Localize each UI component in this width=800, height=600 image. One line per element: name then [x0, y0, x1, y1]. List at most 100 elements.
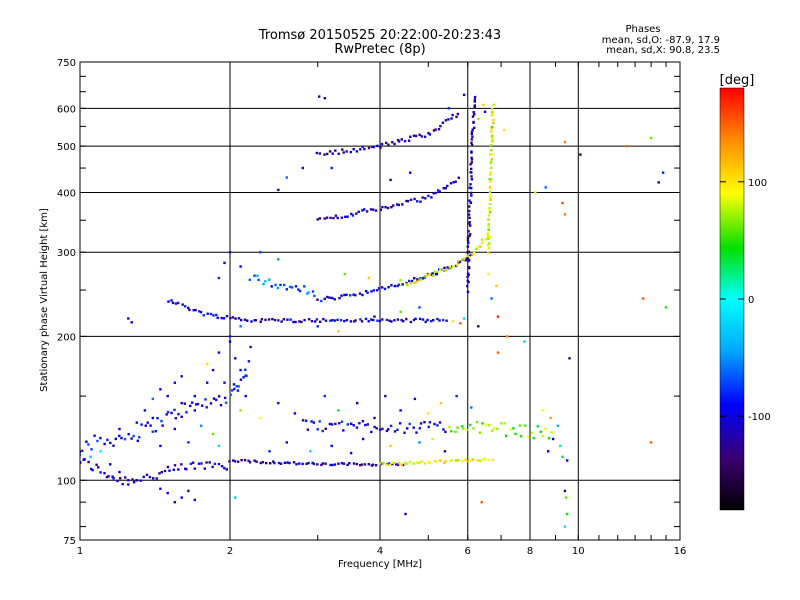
echo-point: [419, 422, 423, 425]
echo-point: [142, 475, 145, 479]
echo-point: [451, 113, 454, 117]
echo-point: [561, 201, 564, 205]
echo-point: [473, 104, 476, 107]
echo-point: [326, 295, 329, 299]
echo-point: [503, 422, 506, 425]
echo-point: [437, 189, 440, 192]
echo-point: [217, 395, 221, 398]
echo-point: [486, 243, 490, 247]
echo-point: [467, 213, 471, 216]
echo-point: [477, 325, 480, 328]
echo-point: [399, 279, 402, 282]
echo-point: [470, 138, 473, 141]
echo-point: [402, 320, 405, 323]
echo-point: [469, 201, 473, 204]
echo-point: [470, 156, 473, 159]
echo-point: [381, 286, 384, 289]
echo-point: [204, 398, 207, 401]
echo-point: [446, 266, 449, 269]
echo-point: [454, 180, 457, 183]
x-tick-label: 8: [527, 546, 533, 557]
y-tick-label: 100: [57, 476, 76, 487]
echo-point: [192, 461, 195, 464]
echo-point: [432, 129, 436, 132]
echo-point: [206, 362, 209, 366]
echo-point: [393, 284, 396, 288]
echo-point: [350, 212, 353, 216]
echo-point: [246, 319, 249, 322]
echo-point: [320, 463, 323, 467]
echo-point: [184, 305, 187, 308]
echo-point: [253, 459, 256, 462]
echo-point: [222, 317, 226, 320]
echo-point: [451, 320, 454, 323]
echo-point: [421, 196, 424, 199]
echo-point: [424, 275, 427, 278]
echo-point: [427, 425, 430, 429]
echo-point: [470, 132, 473, 136]
echo-point: [418, 133, 421, 136]
echo-point: [490, 127, 493, 130]
echo-point: [343, 319, 346, 323]
echo-point: [373, 315, 376, 318]
echo-point: [382, 462, 385, 465]
echo-point: [326, 152, 329, 156]
x-tick-label: 10: [572, 546, 585, 557]
echo-point: [390, 320, 393, 323]
echo-point: [324, 462, 327, 465]
echo-point: [405, 317, 408, 321]
echo-point: [311, 290, 315, 293]
echo-point: [334, 149, 337, 152]
echo-point: [561, 455, 564, 458]
echo-point: [333, 463, 337, 466]
y-tick-label: 300: [57, 248, 76, 259]
echo-point: [435, 460, 438, 463]
echo-point: [309, 450, 312, 453]
echo-point: [269, 462, 272, 465]
echo-point: [140, 423, 143, 426]
y-tick-label: 500: [57, 142, 76, 153]
echo-point: [148, 475, 152, 479]
echo-point: [189, 404, 192, 408]
echo-point: [457, 176, 460, 179]
echo-point: [321, 462, 325, 465]
echo-point: [404, 461, 407, 464]
echo-point: [376, 289, 379, 292]
echo-point: [563, 489, 567, 493]
echo-point: [432, 192, 435, 195]
echo-point: [450, 117, 453, 120]
echo-point: [456, 263, 459, 266]
echo-point: [355, 426, 359, 429]
echo-point: [154, 430, 157, 433]
echo-point: [277, 401, 280, 405]
echo-point: [468, 209, 471, 213]
echo-point: [419, 278, 423, 281]
echo-point: [490, 107, 494, 111]
echo-point: [180, 375, 183, 378]
echo-point: [334, 214, 338, 217]
echo-point: [130, 437, 133, 440]
echo-point: [456, 426, 459, 429]
echo-point: [345, 150, 348, 153]
echo-point: [556, 424, 560, 427]
echo-point: [490, 297, 493, 300]
echo-point: [342, 151, 345, 154]
echo-point: [220, 465, 224, 468]
echo-point: [397, 283, 401, 286]
echo-point: [449, 182, 453, 185]
echo-point: [343, 293, 346, 297]
echo-point: [199, 424, 203, 427]
echo-point: [388, 463, 391, 467]
echo-point: [372, 318, 375, 322]
echo-point: [336, 216, 339, 220]
echo-point: [217, 444, 221, 448]
echo-point: [413, 277, 416, 280]
echo-point: [490, 110, 494, 114]
echo-point: [488, 186, 492, 189]
echo-point: [563, 525, 567, 528]
echo-point: [488, 211, 492, 214]
echo-point: [439, 401, 443, 405]
echo-point: [307, 291, 310, 294]
echo-point: [468, 234, 471, 238]
echo-point: [406, 284, 409, 287]
